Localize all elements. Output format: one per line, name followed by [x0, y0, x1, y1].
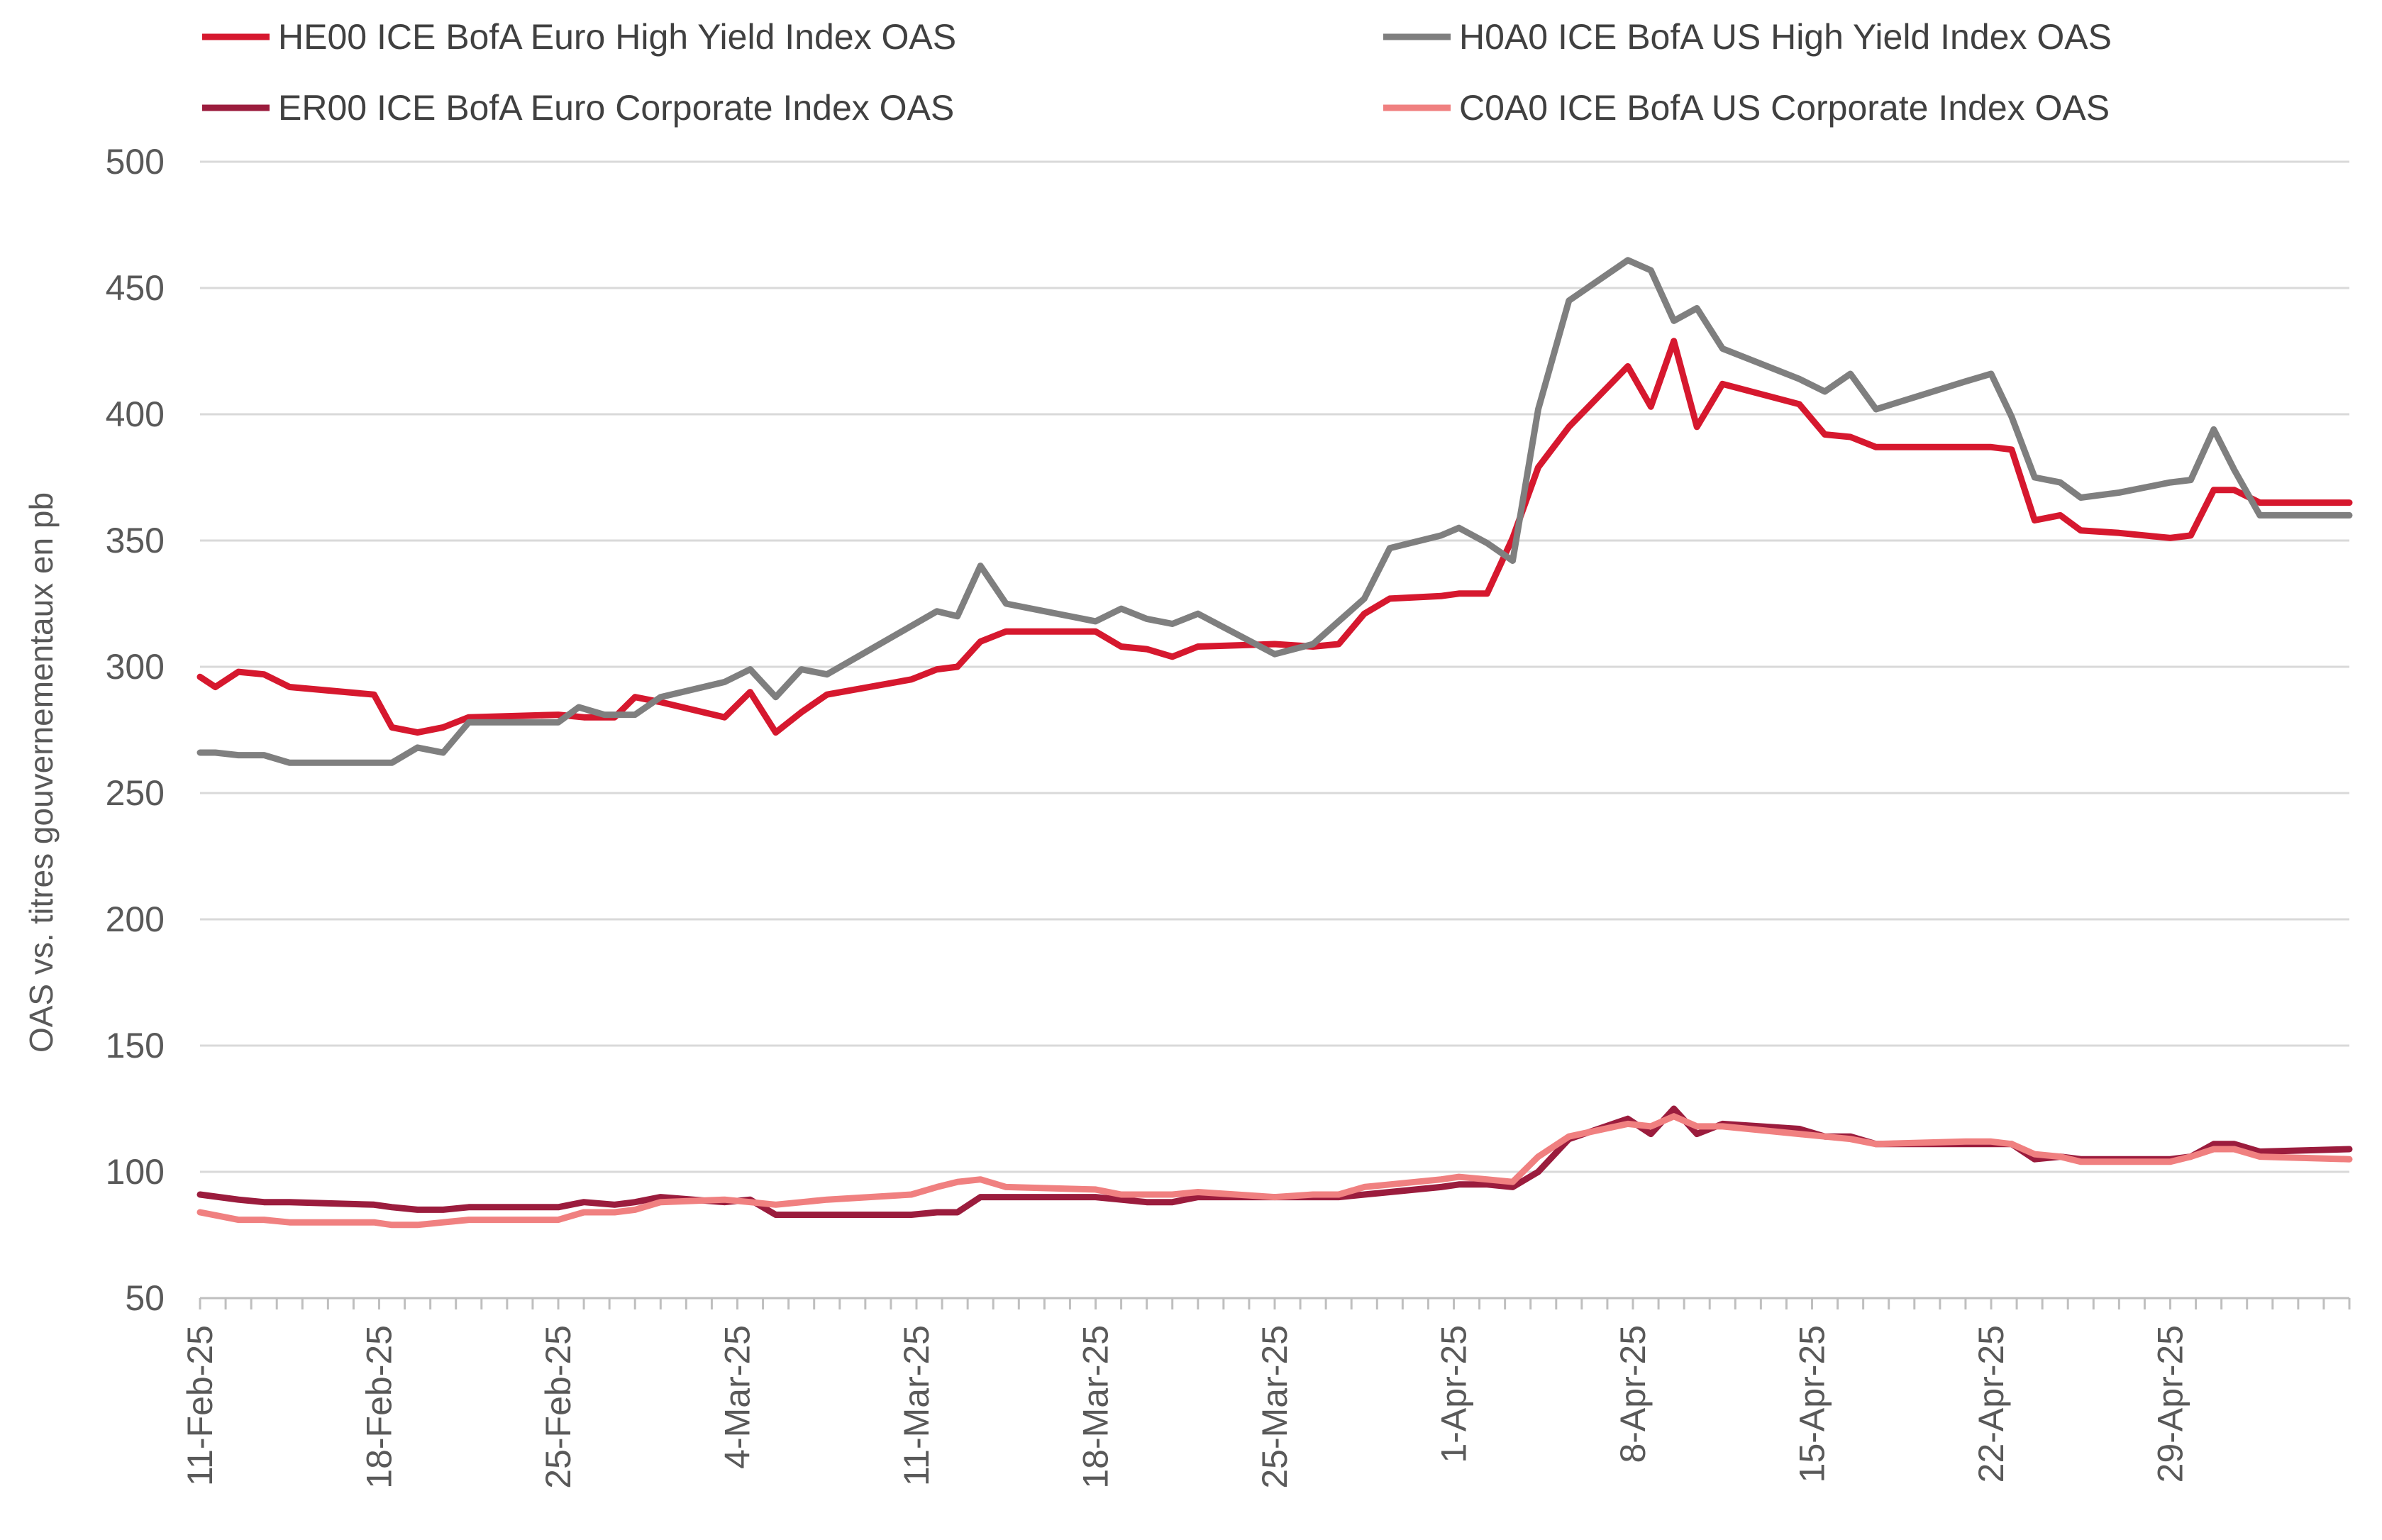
series-line-0[interactable]: [196, 338, 2353, 736]
series-line-1[interactable]: [196, 257, 2353, 766]
series-line-3[interactable]: [196, 1113, 2353, 1229]
y-axis-ticks: 50 100 150 200 250 300 350 400 450 500: [106, 142, 165, 1318]
legend-entry-h0a0[interactable]: H0A0 ICE BofA US High Yield Index OAS: [1383, 17, 2112, 57]
x-tick-label: 18-Feb-25: [360, 1325, 399, 1489]
legend-label-c0a0: C0A0 ICE BofA US Corporate Index OAS: [1459, 88, 2110, 128]
x-tick-label: 22-Apr-25: [1971, 1325, 2011, 1483]
legend-label-er00: ER00 ICE BofA Euro Corporate Index OAS: [278, 88, 954, 128]
y-tick-label: 150: [106, 1026, 165, 1065]
x-tick-label: 25-Mar-25: [1255, 1325, 1295, 1489]
legend-label-h0a0: H0A0 ICE BofA US High Yield Index OAS: [1459, 17, 2112, 57]
y-tick-label: 250: [106, 773, 165, 813]
x-tick-label: 11-Feb-25: [180, 1325, 220, 1486]
y-axis-title: OAS vs. titres gouvernementaux en pb: [23, 492, 60, 1053]
y-tick-label: 450: [106, 268, 165, 308]
y-tick-label: 50: [125, 1278, 165, 1318]
series-lines: [196, 257, 2353, 1229]
x-axis: 11-Feb-25 18-Feb-25 25-Feb-25 4-Mar-25 11-Ma…: [180, 1297, 2351, 1489]
y-tick-label: 300: [106, 647, 165, 687]
x-tick-label: 1-Apr-25: [1434, 1325, 1474, 1463]
x-tick-label: 4-Mar-25: [718, 1325, 758, 1469]
x-tick-label: 25-Feb-25: [538, 1325, 578, 1489]
x-tick-label: 29-Apr-25: [2151, 1325, 2190, 1483]
x-tick-label: 18-Mar-25: [1076, 1325, 1116, 1489]
x-tick-label: 8-Apr-25: [1613, 1325, 1653, 1463]
x-tick-label: 11-Mar-25: [897, 1325, 936, 1486]
x-tick-label: 15-Apr-25: [1793, 1325, 1832, 1483]
y-tick-label: 100: [106, 1152, 165, 1192]
chart-legend: HE00 ICE BofA Euro High Yield Index OAS …: [202, 17, 2112, 128]
legend-label-he00: HE00 ICE BofA Euro High Yield Index OAS: [278, 17, 956, 57]
y-tick-label: 500: [106, 142, 165, 182]
y-tick-label: 350: [106, 521, 165, 560]
y-tick-label: 400: [106, 394, 165, 434]
y-tick-label: 200: [106, 899, 165, 939]
legend-entry-er00[interactable]: ER00 ICE BofA Euro Corporate Index OAS: [202, 88, 954, 128]
legend-entry-c0a0[interactable]: C0A0 ICE BofA US Corporate Index OAS: [1383, 88, 2110, 128]
legend-entry-he00[interactable]: HE00 ICE BofA Euro High Yield Index OAS: [202, 17, 956, 57]
gridlines: [200, 160, 2349, 1300]
